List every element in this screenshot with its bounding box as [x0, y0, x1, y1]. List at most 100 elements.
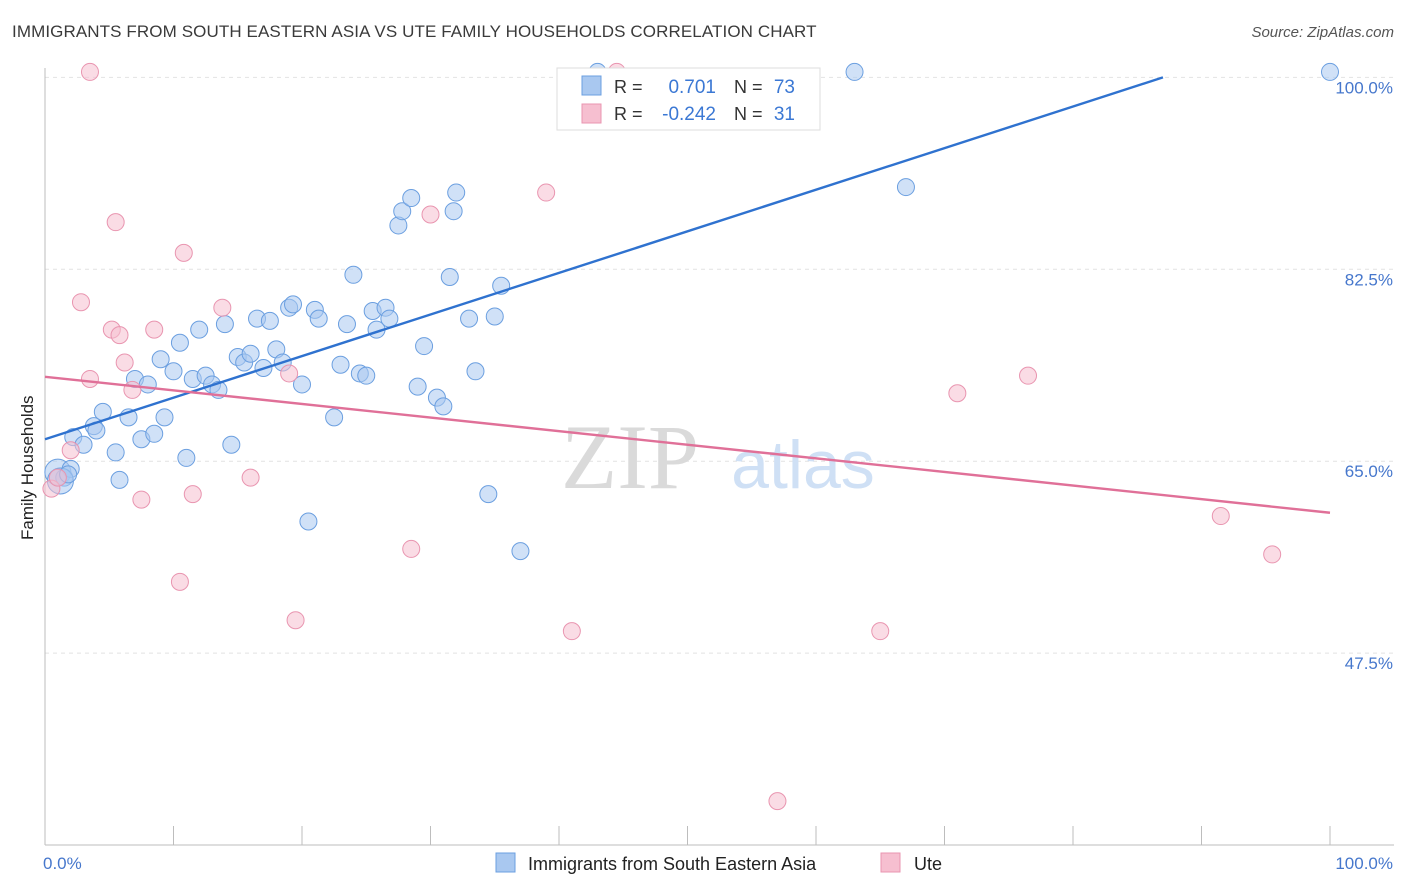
blue-point	[511, 542, 530, 561]
pink-point	[106, 213, 125, 232]
pink-point	[170, 572, 189, 591]
bottom-legend-blue-swatch	[495, 852, 516, 873]
x-tick-label: 100.0%	[1335, 854, 1393, 873]
blue-point	[440, 267, 459, 286]
x-tick-label: 0.0%	[43, 854, 82, 873]
legend-blue-r-label: R =	[614, 77, 643, 97]
blue-point	[299, 512, 318, 531]
y-tick-label: 100.0%	[1335, 78, 1393, 97]
pink-point	[537, 183, 556, 202]
pink-point	[948, 384, 967, 403]
blue-point	[357, 366, 376, 385]
blue-point	[284, 295, 303, 314]
blue-point	[331, 355, 350, 374]
bottom-legend-pink-swatch	[880, 852, 901, 873]
blue-point	[164, 362, 183, 381]
pink-point	[402, 539, 421, 558]
blue-point	[415, 337, 434, 356]
blue-point	[145, 424, 164, 443]
blue-point	[393, 202, 412, 221]
source-label: Source: ZipAtlas.com	[1251, 24, 1394, 41]
pink-point	[145, 320, 164, 339]
pink-point	[80, 62, 99, 81]
blue-point	[1321, 62, 1339, 81]
blue-point	[460, 309, 479, 328]
pink-point	[286, 611, 305, 630]
y-tick-label: 47.5%	[1345, 654, 1393, 673]
pink-point	[871, 622, 890, 641]
bottom-legend: Immigrants from South Eastern Asia Ute	[495, 852, 942, 874]
pink-point	[115, 353, 134, 372]
blue-point	[215, 315, 234, 334]
legend-pink-r-label: R =	[614, 104, 643, 124]
blue-point	[466, 362, 485, 381]
blue-point	[380, 309, 399, 328]
tick-labels: 47.5% 65.0% 82.5% 100.0% 0.0% 100.0%	[43, 78, 1393, 873]
watermark: ZIP atlas	[561, 406, 875, 508]
pink-point	[1263, 545, 1282, 564]
blue-point	[151, 350, 170, 369]
blue-point	[845, 62, 864, 81]
blue-trend-line	[44, 76, 1164, 441]
blue-point	[485, 307, 504, 326]
blue-point	[110, 470, 129, 489]
blue-point	[106, 443, 125, 462]
blue-point	[138, 375, 157, 394]
blue-point	[344, 265, 363, 284]
pink-point	[768, 792, 787, 811]
legend-pink-n-label: N =	[734, 104, 763, 124]
blue-point	[896, 178, 915, 197]
y-tick-label: 65.0%	[1345, 462, 1393, 481]
pink-point	[280, 364, 299, 383]
pink-point	[80, 369, 99, 388]
pink-point	[174, 243, 193, 262]
blue-point	[241, 344, 260, 363]
legend-pink-r-value: -0.242	[662, 104, 716, 125]
legend-blue-n-value: 73	[774, 77, 795, 98]
pink-point	[213, 298, 232, 317]
blue-point	[222, 435, 241, 454]
blue-point	[260, 311, 279, 330]
blue-point	[190, 320, 209, 339]
blue-point	[325, 408, 344, 427]
blue-point	[337, 315, 356, 334]
pink-point	[61, 441, 80, 460]
pink-point	[110, 326, 129, 345]
blue-point	[170, 333, 189, 352]
blue-point	[434, 397, 453, 416]
trend-lines	[44, 76, 1331, 514]
pink-point	[132, 490, 151, 509]
axes	[44, 68, 1394, 846]
blue-point	[479, 485, 498, 504]
bottom-legend-blue-label: Immigrants from South Eastern Asia	[528, 854, 817, 874]
pink-point	[1211, 507, 1230, 526]
chart-title: IMMIGRANTS FROM SOUTH EASTERN ASIA VS UT…	[12, 22, 817, 41]
blue-point	[447, 183, 466, 202]
legend-box: R = 0.701 N = 73 R = -0.242 N = 31	[556, 67, 821, 131]
blue-point	[293, 375, 311, 394]
pink-point	[421, 205, 440, 224]
blue-point	[444, 202, 463, 221]
pink-point	[1019, 366, 1038, 385]
watermark-zip: ZIP	[561, 406, 699, 508]
blue-point	[402, 189, 421, 208]
blue-point	[177, 448, 196, 467]
y-tick-label: 82.5%	[1345, 270, 1393, 289]
legend-pink-swatch	[581, 103, 602, 124]
blue-point	[309, 309, 328, 328]
legend-blue-n-label: N =	[734, 77, 763, 97]
pink-point	[562, 622, 581, 641]
bottom-legend-pink-label: Ute	[914, 854, 942, 874]
pink-point	[48, 468, 67, 487]
legend-blue-swatch	[581, 75, 602, 96]
legend-blue-r-value: 0.701	[668, 77, 716, 98]
legend-pink-n-value: 31	[774, 104, 795, 125]
blue-point	[408, 377, 427, 396]
pink-point	[183, 485, 202, 504]
pink-trend-line	[44, 375, 1331, 514]
pink-point	[123, 380, 142, 399]
blue-point	[155, 408, 174, 427]
pink-point	[71, 293, 90, 312]
watermark-atlas: atlas	[731, 427, 875, 503]
